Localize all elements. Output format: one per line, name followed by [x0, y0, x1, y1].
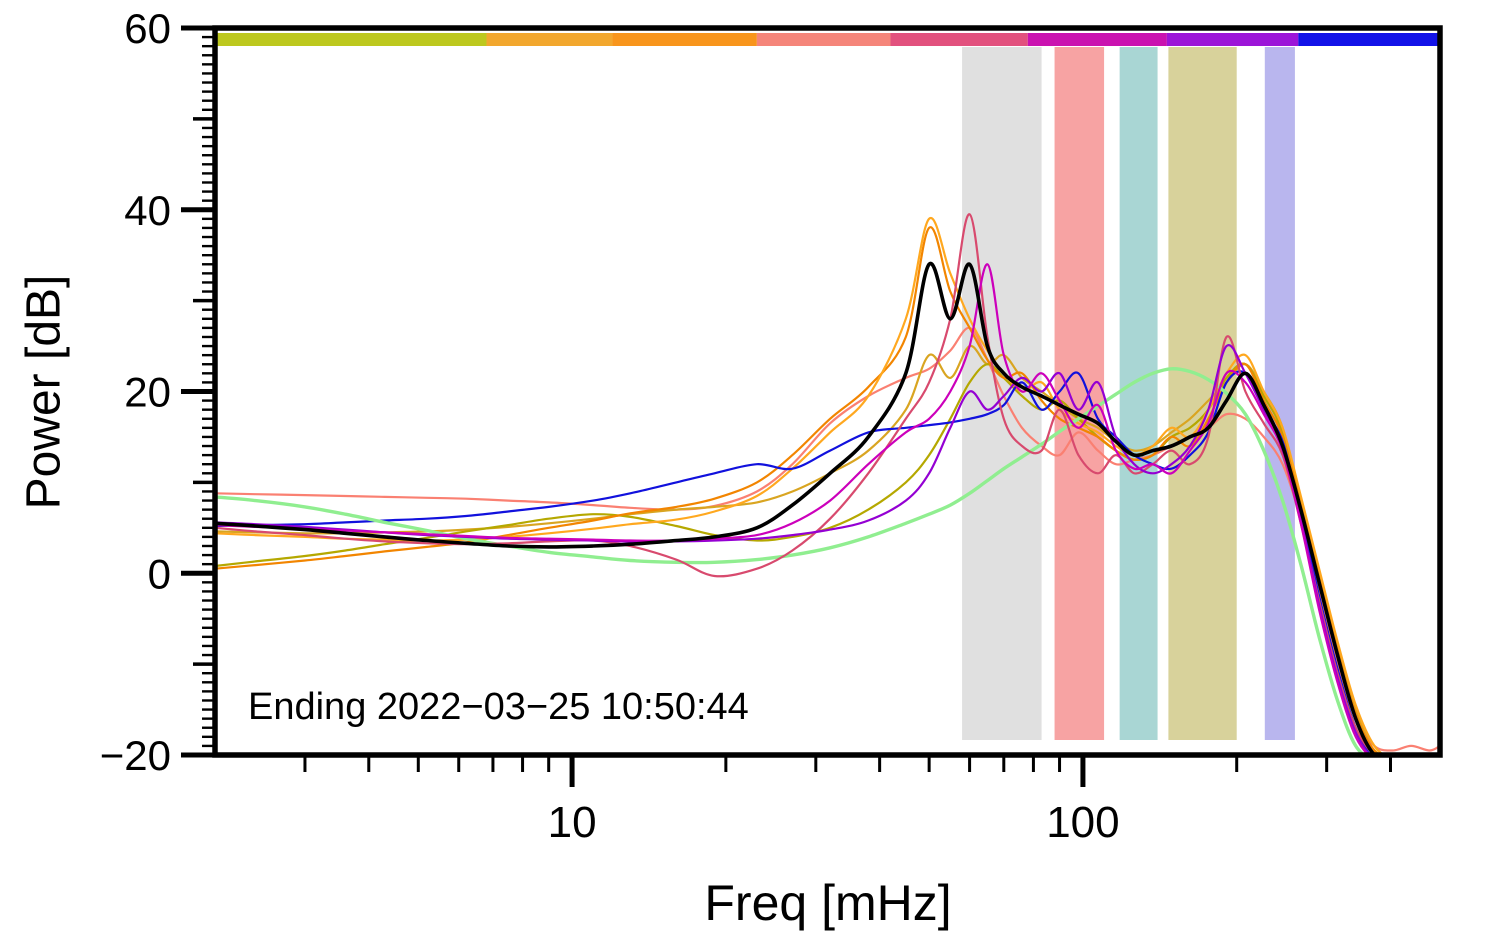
series-crimson-pink — [215, 213, 1377, 755]
colorbar-segment-3 — [756, 33, 891, 46]
band-lavender — [1264, 47, 1295, 740]
colorbar-segment-1 — [486, 33, 613, 46]
colorbar-segment-4 — [890, 33, 1028, 46]
ending-timestamp-annotation: Ending 2022−03−25 10:50:44 — [248, 686, 749, 728]
colorbar-segment-2 — [612, 33, 757, 46]
y-tick-label-−20: −20 — [100, 732, 171, 779]
x-axis-label: Freq [mHz] — [704, 875, 952, 931]
x-tick-label-10: 10 — [548, 798, 597, 847]
series-mean-black — [215, 261, 1378, 755]
y-axis-label: Power [dB] — [17, 274, 71, 510]
series-group — [215, 213, 1440, 755]
colorbar-segment-6 — [1166, 33, 1299, 46]
y-tick-label-40: 40 — [124, 187, 171, 234]
y-tick-label-60: 60 — [124, 5, 171, 52]
y-tick-label-20: 20 — [124, 369, 171, 416]
colorbar-segment-7 — [1298, 33, 1440, 46]
series-magenta — [215, 263, 1371, 755]
colorbar-segment-5 — [1027, 33, 1167, 46]
series-pale-green — [215, 367, 1368, 755]
y-tick-label-0: 0 — [148, 550, 171, 597]
colorbar-segment-0 — [215, 33, 487, 46]
plot-frame — [212, 25, 1443, 758]
band-pink — [1054, 47, 1105, 740]
series-orange — [215, 217, 1386, 755]
series-dark-orange — [215, 226, 1382, 755]
x-tick-label-100: 100 — [1046, 798, 1119, 847]
band-teal — [1119, 47, 1158, 740]
series-blue — [215, 370, 1372, 755]
